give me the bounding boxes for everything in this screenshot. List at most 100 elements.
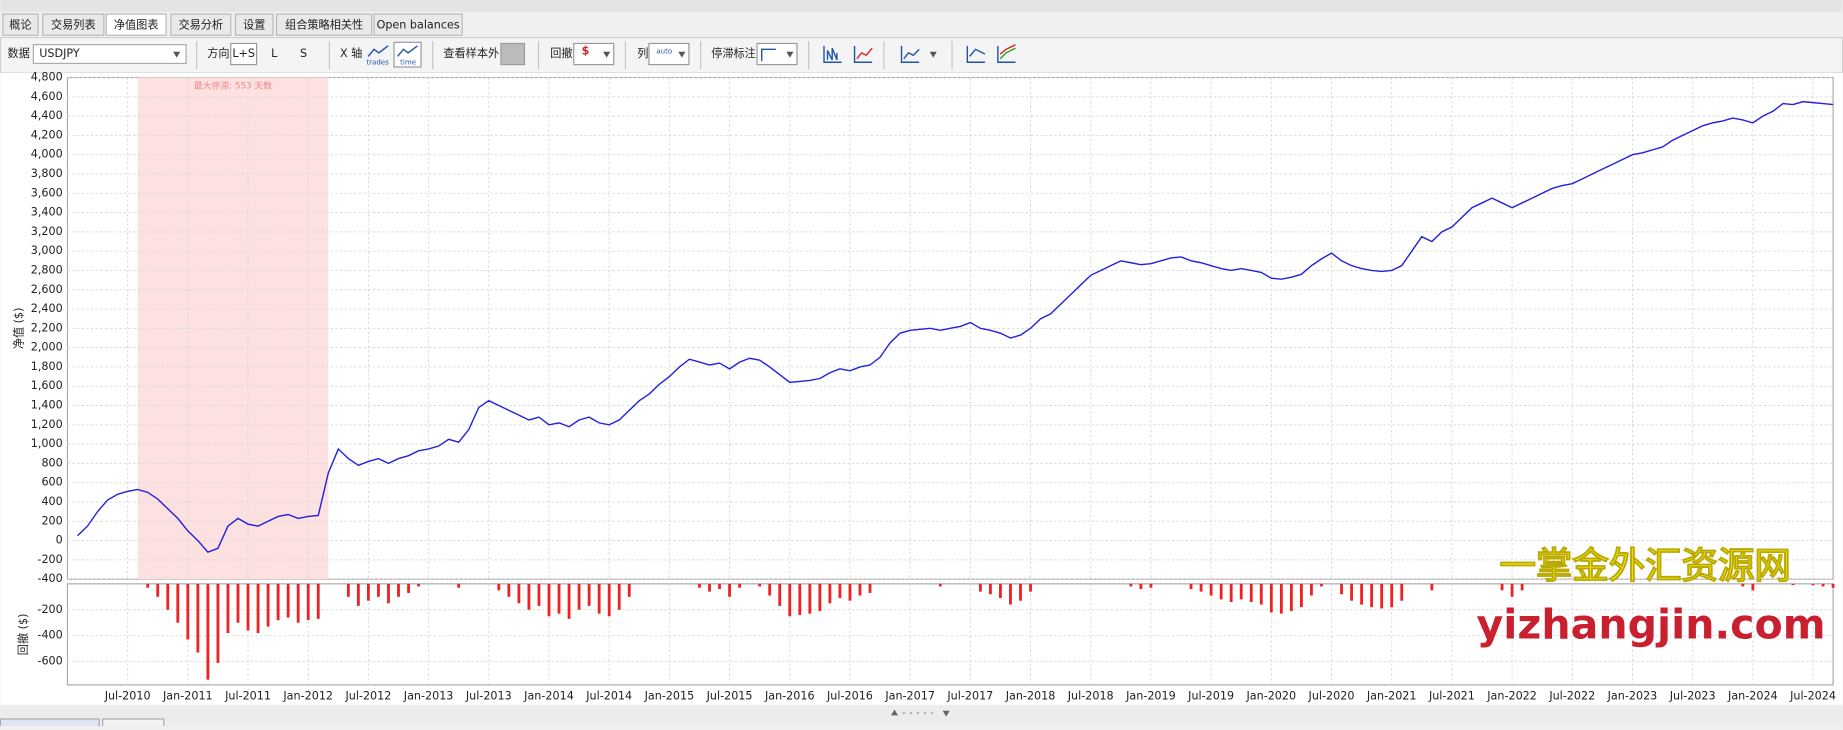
icon-button[interactable] — [823, 45, 842, 63]
drawdown-bar — [1289, 583, 1293, 612]
icon — [856, 47, 873, 60]
drawdown-bar — [698, 583, 701, 588]
button-label[interactable]: S — [300, 47, 307, 60]
tab[interactable] — [2, 13, 39, 36]
button-label[interactable]: L — [271, 47, 278, 60]
toggle-button[interactable] — [500, 42, 526, 66]
drawdown-bar — [1029, 583, 1032, 592]
label: X 轴 — [340, 46, 362, 60]
tab[interactable] — [42, 13, 105, 36]
y-tick-label: 2,400 — [31, 302, 63, 315]
drawdown-bar — [999, 583, 1002, 599]
icon — [999, 44, 1016, 55]
x-tick-label: Jul-2011 — [224, 690, 271, 703]
tab-label: 组合策略相关性 — [285, 17, 363, 31]
drawdown-bar — [1019, 583, 1022, 601]
drawdown-bar — [1269, 583, 1273, 613]
title-bar — [0, 0, 1843, 12]
icon — [826, 47, 838, 61]
tab-label: 概论 — [9, 17, 31, 31]
drawdown-bar — [196, 583, 200, 653]
drawdown-bar — [417, 583, 420, 587]
y-axis-title: 回撤 ($) — [16, 614, 30, 656]
tab[interactable] — [170, 13, 232, 36]
y-tick-label: 1,000 — [31, 437, 63, 450]
x-tick-label: Jul-2020 — [1308, 690, 1355, 703]
icon — [999, 47, 1016, 60]
y-tick-label: 1,400 — [31, 399, 63, 412]
icon-label: time — [400, 57, 416, 66]
icon — [397, 45, 418, 57]
icon-button[interactable] — [997, 45, 1016, 63]
drawdown-bar — [1360, 583, 1364, 605]
icon-button[interactable] — [853, 45, 873, 63]
y-tick-label: 3,600 — [31, 186, 63, 199]
tab[interactable] — [373, 13, 463, 36]
drawdown-bar — [577, 583, 581, 610]
drawdown-bar — [1189, 583, 1193, 590]
tab[interactable] — [275, 13, 373, 36]
x-tick-label: Jan-2013 — [403, 690, 454, 703]
y-tick-label: 2,000 — [31, 341, 63, 354]
drawdown-bar — [176, 583, 180, 623]
drawdown-bar — [1430, 583, 1434, 591]
y-axis-title: 净值 ($) — [11, 308, 25, 350]
drawdown-bar — [296, 583, 300, 623]
drawdown-bar — [778, 583, 782, 606]
y-tick-label: 4,400 — [31, 109, 63, 122]
bottom-tab[interactable] — [0, 718, 100, 729]
x-tick-label: Jul-2024 — [1789, 690, 1836, 703]
x-tick-label: Jan-2017 — [884, 690, 935, 703]
drawdown-bar — [457, 583, 461, 588]
dropdown-arrow — [603, 51, 611, 58]
drawdown-bar — [206, 583, 210, 680]
splitter-up[interactable] — [890, 709, 899, 716]
drawdown-bar — [276, 583, 280, 621]
drawdown-bar — [1239, 583, 1243, 600]
dropdown-arrow — [929, 51, 937, 58]
drawdown-bar — [557, 583, 561, 614]
x-tick-label: Jan-2012 — [282, 690, 333, 703]
y-tick-label: 3,000 — [31, 244, 63, 257]
tab[interactable] — [234, 13, 274, 36]
y-tick-label: -200 — [37, 603, 62, 616]
drawdown-bar — [1821, 583, 1825, 587]
drawdown-bar — [1510, 583, 1514, 597]
symbol-dropdown[interactable] — [32, 44, 187, 65]
splitter-down[interactable] — [942, 710, 950, 717]
drawdown-bar — [708, 583, 711, 592]
y-tick-label: 2,600 — [31, 283, 63, 296]
label: 数据 — [8, 46, 30, 60]
label: 方向 — [207, 46, 229, 60]
drawdown-bar — [216, 583, 220, 663]
y-tick-label: 4,200 — [31, 128, 63, 141]
drawdown-bar — [306, 583, 310, 621]
drawdown-bar — [286, 583, 290, 618]
y-tick-label: 0 — [56, 534, 63, 547]
drawdown-bar — [1350, 583, 1353, 601]
toggle-button[interactable] — [230, 42, 258, 66]
y-tick-label: 2,800 — [31, 263, 63, 276]
x-tick-label: Jul-2014 — [585, 690, 632, 703]
icon-button[interactable] — [966, 45, 985, 63]
icon — [903, 48, 920, 60]
dropdown-value: USDJPY — [39, 47, 80, 60]
x-tick-label: Jul-2023 — [1669, 690, 1716, 703]
dropdown-button[interactable] — [648, 42, 690, 66]
drawdown-bar — [1219, 583, 1223, 600]
icon-button[interactable] — [900, 45, 920, 63]
y-tick-label: 400 — [41, 495, 62, 508]
drawdown-bar — [316, 583, 320, 619]
drawdown-bar — [507, 583, 511, 597]
bottom-tab[interactable] — [102, 718, 165, 729]
dropdown-button[interactable] — [573, 42, 615, 66]
drawdown-bar — [266, 583, 270, 627]
drawdown-bar — [236, 583, 240, 623]
y-tick-label: 1,600 — [31, 379, 63, 392]
tab[interactable] — [105, 13, 167, 36]
y-tick-label: 600 — [41, 476, 62, 489]
label: 查看样本外 — [443, 46, 499, 60]
label: 列 — [637, 46, 648, 60]
y-tick-label: -400 — [37, 629, 62, 642]
x-tick-label: Jan-2021 — [1366, 690, 1417, 703]
